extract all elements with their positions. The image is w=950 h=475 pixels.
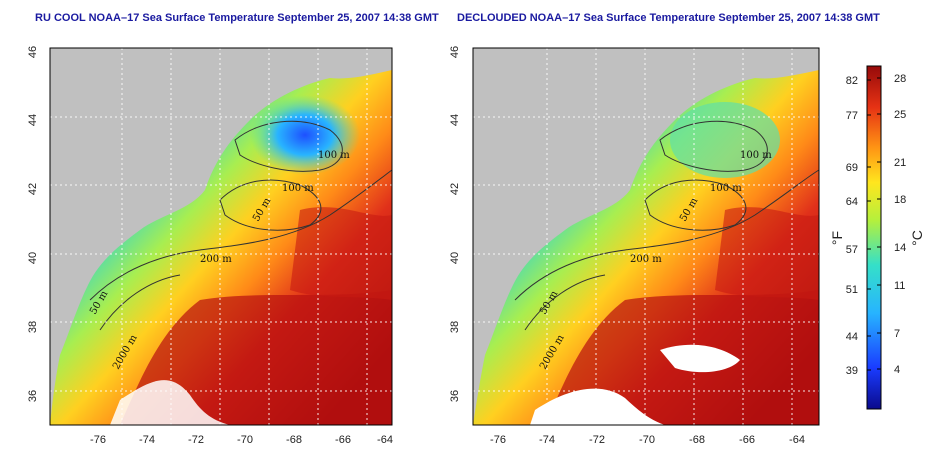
left-lon-tick: -68 xyxy=(286,434,302,446)
left-map: 100 m 100 m 50 m 200 m 50 m 2000 m xyxy=(49,47,393,426)
left-lon-tick: -70 xyxy=(237,434,253,446)
right-lon-tick: -68 xyxy=(689,434,705,446)
right-lon-tick: -66 xyxy=(739,434,755,446)
left-contour-2000m xyxy=(99,274,181,331)
colorbar-celsius-tick: 25 xyxy=(894,109,906,121)
right-cloud-mask xyxy=(530,388,665,425)
left-lat-tick: 36 xyxy=(27,390,39,402)
left-contour-100m xyxy=(234,120,343,172)
left-lat-tick: 42 xyxy=(27,183,39,195)
right-lat-tick: 46 xyxy=(449,46,461,58)
right-contour-2000m xyxy=(524,274,606,331)
right-lon-tick: -64 xyxy=(789,434,805,446)
colorbar-fahrenheit-tick: 77 xyxy=(846,110,858,122)
left-lon-tick: -72 xyxy=(188,434,204,446)
right-panel-title: DECLOUDED NOAA–17 Sea Surface Temperatur… xyxy=(457,12,880,24)
right-cool-water xyxy=(670,102,780,178)
left-contour-label-2: 100 m xyxy=(282,183,314,194)
right-lat-tick: 40 xyxy=(449,252,461,264)
right-contour-label-2: 100 m xyxy=(710,183,742,194)
right-lat-tick: 42 xyxy=(449,183,461,195)
right-land xyxy=(473,48,819,425)
right-contour-label-4: 200 m xyxy=(630,254,662,265)
right-lon-axis: -76 -74 -72 -70 -68 -66 -64 xyxy=(490,434,805,446)
left-lon-tick: -76 xyxy=(90,434,106,446)
colorbar-fahrenheit-tick: 69 xyxy=(846,162,858,174)
colorbar-gradient xyxy=(866,65,882,410)
right-cloud-mask xyxy=(660,344,740,373)
left-graticule xyxy=(50,48,392,425)
colorbar-unit-celsius: °C xyxy=(909,230,925,246)
right-lon-tick: -70 xyxy=(639,434,655,446)
right-contour-100m xyxy=(659,120,768,172)
colorbar-unit-fahrenheit: °F xyxy=(829,231,845,245)
left-warm-water xyxy=(120,290,392,425)
left-land xyxy=(50,48,392,425)
left-contour-label-1: 100 m xyxy=(318,150,350,161)
colorbar-celsius-tick: 21 xyxy=(894,157,906,169)
colorbar-tick-marks xyxy=(867,77,881,371)
left-lon-axis: -76 -74 -72 -70 -68 -66 -64 xyxy=(90,434,393,446)
right-lat-tick: 44 xyxy=(449,114,461,126)
colorbar-fahrenheit-tick: 51 xyxy=(846,284,858,296)
colorbar-celsius-tick: 11 xyxy=(894,280,905,292)
left-lon-tick: -64 xyxy=(377,434,393,446)
colorbar-fahrenheit-tick: 64 xyxy=(846,196,858,208)
right-gulf-stream xyxy=(715,207,819,300)
left-panel-title: RU COOL NOAA–17 Sea Surface Temperature … xyxy=(35,12,439,24)
colorbar-fahrenheit-tick: 39 xyxy=(846,365,858,377)
colorbar-celsius-tick: 14 xyxy=(894,242,906,254)
colorbar-fahrenheit-tick: 44 xyxy=(846,331,858,343)
colorbar: 82 77 69 64 57 51 44 39 28 25 21 18 14 1… xyxy=(829,65,925,410)
right-lon-tick: -76 xyxy=(490,434,506,446)
left-contour-label-4: 200 m xyxy=(200,254,232,265)
right-lat-tick: 36 xyxy=(449,390,461,402)
colorbar-celsius-tick: 4 xyxy=(894,364,900,376)
colorbar-celsius-tick: 28 xyxy=(894,73,906,85)
left-lat-axis: 36 38 40 42 44 46 xyxy=(27,46,39,402)
right-lat-axis: 36 38 40 42 44 46 xyxy=(449,46,461,402)
left-lat-tick: 44 xyxy=(27,114,39,126)
right-contour-200m xyxy=(514,169,820,301)
right-lon-tick: -74 xyxy=(539,434,555,446)
left-lat-tick: 38 xyxy=(27,321,39,333)
left-lat-tick: 46 xyxy=(27,46,39,58)
left-contour-200m xyxy=(89,169,393,301)
colorbar-fahrenheit-tick: 82 xyxy=(846,75,858,87)
colorbar-fahrenheit-tick: 57 xyxy=(846,244,858,256)
left-lat-tick: 40 xyxy=(27,252,39,264)
left-contour-50m xyxy=(219,179,322,231)
right-map-frame xyxy=(472,47,820,426)
right-contour-label-1: 100 m xyxy=(740,150,772,161)
right-contour-50m xyxy=(644,179,747,231)
left-cold-water xyxy=(250,95,360,175)
left-lon-tick: -74 xyxy=(139,434,155,446)
right-map: 100 m 100 m 50 m 200 m 50 m 2000 m xyxy=(472,47,820,426)
right-lon-tick: -72 xyxy=(589,434,605,446)
left-lon-tick: -66 xyxy=(335,434,351,446)
colorbar-celsius-tick: 7 xyxy=(894,328,900,340)
left-map-frame xyxy=(49,47,393,426)
colorbar-celsius-tick: 18 xyxy=(894,194,906,206)
right-lat-tick: 38 xyxy=(449,321,461,333)
